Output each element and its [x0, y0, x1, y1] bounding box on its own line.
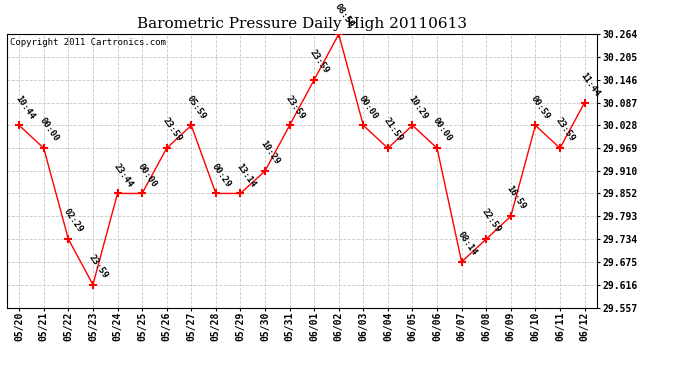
Text: 23:59: 23:59 [87, 253, 110, 280]
Text: 21:59: 21:59 [382, 116, 404, 144]
Text: 16:59: 16:59 [504, 184, 527, 211]
Text: 23:59: 23:59 [554, 116, 577, 144]
Text: 05:59: 05:59 [185, 94, 208, 121]
Text: 02:29: 02:29 [62, 207, 85, 234]
Text: 22:59: 22:59 [480, 207, 503, 234]
Text: 23:44: 23:44 [111, 162, 134, 189]
Text: 00:59: 00:59 [529, 94, 552, 121]
Text: 23:59: 23:59 [308, 48, 331, 75]
Text: 00:00: 00:00 [431, 116, 454, 144]
Text: 08:59: 08:59 [333, 2, 355, 30]
Text: 00:00: 00:00 [38, 116, 61, 144]
Text: 00:00: 00:00 [136, 162, 159, 189]
Text: 13:14: 13:14 [235, 162, 257, 189]
Title: Barometric Pressure Daily High 20110613: Barometric Pressure Daily High 20110613 [137, 17, 467, 31]
Text: 00:29: 00:29 [210, 162, 233, 189]
Text: 10:29: 10:29 [406, 94, 429, 121]
Text: 10:44: 10:44 [13, 94, 36, 121]
Text: 10:29: 10:29 [259, 139, 282, 166]
Text: 08:14: 08:14 [455, 230, 478, 257]
Text: 00:00: 00:00 [357, 94, 380, 121]
Text: 11:44: 11:44 [578, 71, 601, 98]
Text: 23:59: 23:59 [284, 94, 306, 121]
Text: 23:59: 23:59 [161, 116, 184, 144]
Text: Copyright 2011 Cartronics.com: Copyright 2011 Cartronics.com [10, 38, 166, 47]
